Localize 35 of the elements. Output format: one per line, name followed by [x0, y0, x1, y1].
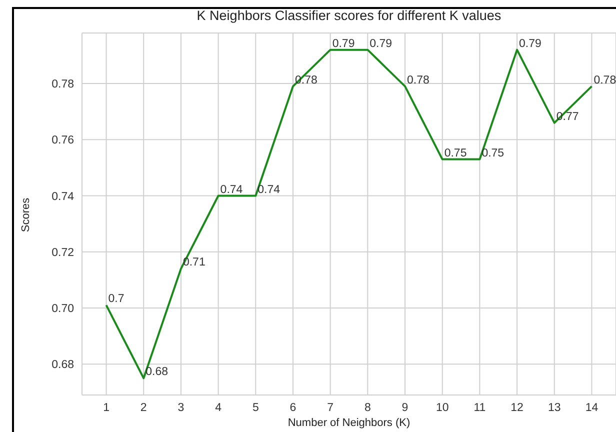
x-tick-label: 6: [290, 402, 296, 414]
x-axis-title: Number of Neighbors (K): [286, 417, 412, 429]
data-label: 0.75: [444, 147, 467, 160]
data-label: 0.79: [370, 38, 392, 50]
y-tick-label: 0.70: [52, 303, 74, 316]
x-tick-label: 13: [548, 402, 561, 414]
data-label: 0.79: [519, 38, 542, 50]
data-label: 0.78: [407, 74, 430, 86]
data-label: 0.7: [108, 293, 124, 306]
x-tick-label: 14: [585, 402, 599, 414]
x-tick-label: 11: [474, 402, 486, 414]
x-tick-label: 12: [510, 402, 524, 414]
y-tick-label: 0.68: [52, 359, 74, 372]
data-label: 0.74: [258, 184, 281, 196]
x-tick-label: 2: [140, 402, 147, 414]
data-label: 0.79: [332, 38, 355, 50]
chart-title: K Neighbors Classifier scores for different K values: [196, 8, 502, 23]
x-tick-label: 4: [215, 402, 222, 414]
x-tick-label: 1: [103, 402, 110, 414]
data-label: 0.78: [594, 74, 616, 86]
y-tick-label: 0.72: [52, 246, 74, 259]
y-axis-title: Scores: [20, 198, 32, 232]
x-tick-label: 5: [252, 402, 259, 414]
data-label: 0.75: [482, 147, 504, 160]
line-series: [105, 48, 593, 380]
data-label: 0.68: [146, 366, 168, 378]
x-tick-label: 10: [436, 402, 449, 414]
y-tick-label: 0.78: [52, 78, 74, 91]
y-tick-label: 0.76: [52, 134, 74, 147]
y-tick-label: 0.74: [52, 190, 75, 203]
x-tick-label: 7: [327, 402, 334, 414]
x-tick-label: 3: [178, 402, 184, 414]
x-tick-label: 9: [402, 402, 408, 414]
data-label: 0.74: [220, 184, 244, 196]
x-tick-label: 8: [364, 402, 371, 414]
